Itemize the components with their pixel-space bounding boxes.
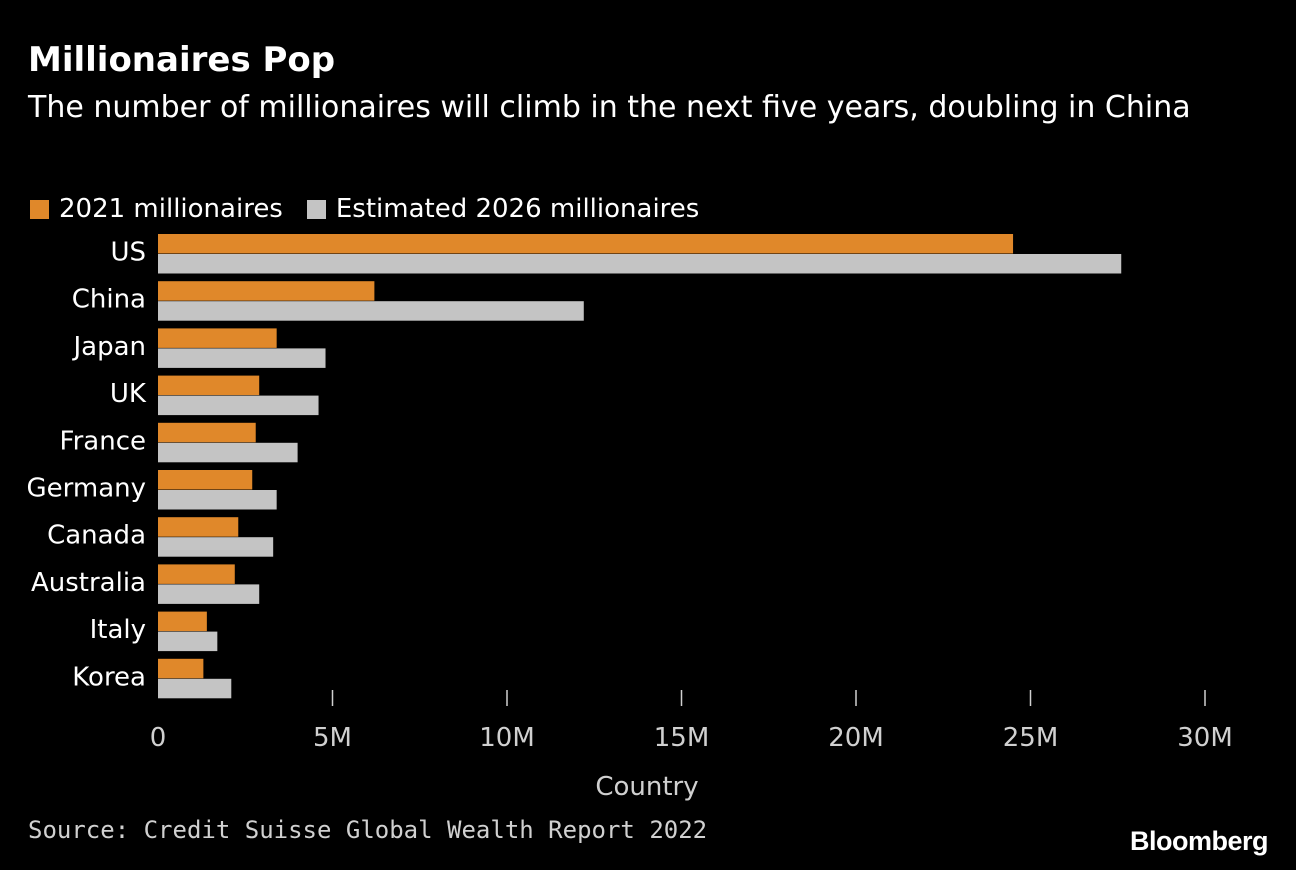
category-label-canada: Canada (47, 521, 146, 551)
bar-2026-germany (158, 490, 277, 510)
chart-subtitle: The number of millionaires will climb in… (28, 90, 1191, 125)
bar-2026-japan (158, 348, 326, 368)
bar-2021-us (158, 234, 1014, 254)
bar-2026-france (158, 442, 298, 463)
category-label-china: China (72, 285, 146, 315)
legend-label-2021: 2021 millionaires (59, 194, 283, 224)
bar-2026-italy (158, 631, 218, 652)
category-label-australia: Australia (31, 568, 146, 598)
category-label-uk: UK (110, 379, 147, 409)
legend-swatch-2026 (306, 199, 326, 219)
bar-2021-china (158, 281, 375, 301)
x-tick-label-30M: 30M (1177, 723, 1233, 753)
x-tick-label-5M: 5M (313, 723, 352, 753)
x-tick-label-10M: 10M (479, 723, 535, 753)
x-axis-title: Country (595, 772, 698, 802)
category-label-germany: Germany (26, 474, 146, 504)
category-label-japan: Japan (71, 332, 146, 362)
bar-2021-australia (158, 564, 235, 584)
bar-2026-canada (158, 537, 274, 557)
legend-item-2021: 2021 millionaires (30, 194, 283, 224)
legend-swatch-2021 (30, 199, 49, 219)
legend: 2021 millionaires Estimated 2026 million… (30, 194, 723, 224)
x-tick-label-25M: 25M (1003, 723, 1059, 753)
category-label-italy: Italy (90, 615, 146, 645)
bar-chart: US China Japan UK France Germany Canada Austral… (26, 234, 1233, 802)
bar-2021-italy (158, 611, 207, 632)
bar-2026-us (158, 254, 1122, 274)
x-tick-label-20M: 20M (828, 723, 884, 753)
bloomberg-logo: Bloomberg (1129, 826, 1269, 856)
chart-title: Millionaires Pop (28, 40, 336, 80)
source-note: Source: Credit Suisse Global Wealth Repo… (28, 816, 708, 844)
bar-2021-uk (158, 375, 260, 396)
bar-2021-korea (158, 658, 204, 679)
bar-2021-germany (158, 470, 253, 490)
x-tick-label-15M: 15M (654, 723, 710, 753)
bar-2021-canada (158, 517, 239, 537)
bar-2021-france (158, 422, 256, 443)
category-label-us: US (110, 238, 146, 268)
legend-item-2026: Estimated 2026 millionaires (306, 194, 700, 224)
category-label-korea: Korea (72, 662, 146, 692)
bar-2026-korea (158, 678, 232, 699)
x-tick-label-0: 0 (150, 723, 167, 753)
bar-2026-australia (158, 584, 260, 604)
bar-2026-china (158, 301, 584, 321)
bar-2026-uk (158, 395, 319, 416)
legend-label-2026: Estimated 2026 millionaires (335, 194, 700, 224)
category-label-france: France (60, 426, 146, 456)
bar-2021-japan (158, 328, 277, 348)
